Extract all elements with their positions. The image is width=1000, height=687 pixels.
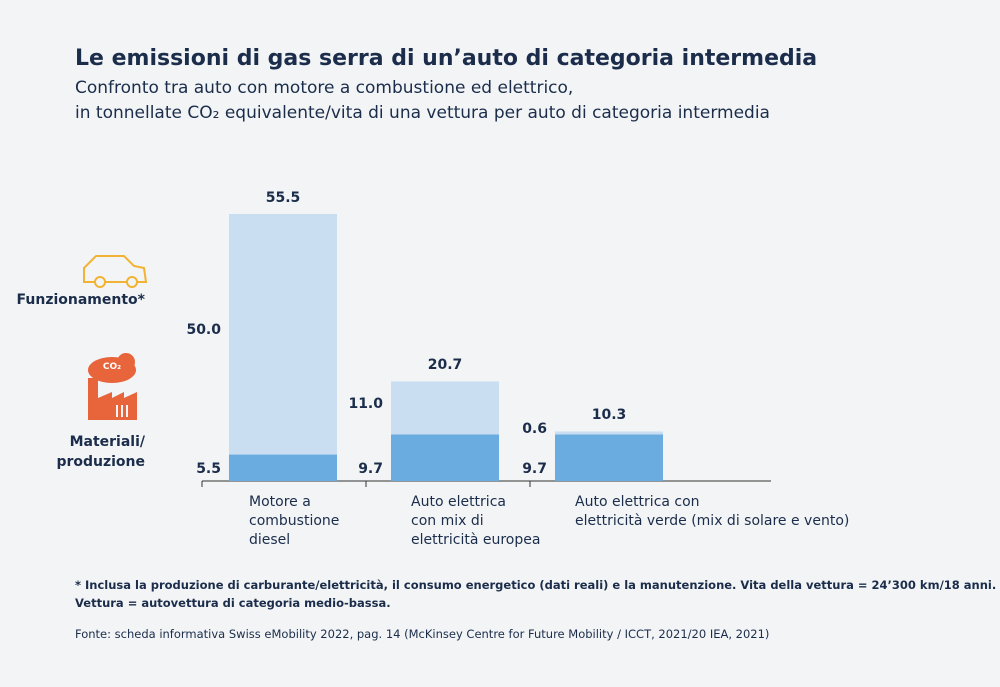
total-label: 55.5 xyxy=(265,190,301,206)
segment-label: 9.7 xyxy=(358,461,383,477)
total-label: 20.7 xyxy=(427,357,463,374)
source: Fonte: scheda informativa Swiss eMobilit… xyxy=(75,627,770,641)
factory-icon xyxy=(88,353,137,420)
bar-segment xyxy=(391,381,499,435)
bar-segment xyxy=(229,214,337,455)
segment-label: 0.6 xyxy=(522,420,547,437)
x-tick-label: Auto elettrica con mix di elettricità eu… xyxy=(411,494,541,548)
bar-segment xyxy=(229,454,337,481)
bar-segment xyxy=(391,434,499,481)
legend-label: Materiali/ produzione xyxy=(56,434,145,470)
footnote: * Inclusa la produzione di carburante/el… xyxy=(75,578,997,610)
segment-label: 50.0 xyxy=(186,322,221,339)
car-icon xyxy=(83,255,148,288)
total-label: 10.3 xyxy=(591,407,627,424)
x-tick-label: Motore a combustione diesel xyxy=(249,494,340,548)
icon-label: CO₂ xyxy=(102,362,122,372)
bar-segment xyxy=(555,434,663,481)
chart-title: Le emissioni di gas serra di un’auto di … xyxy=(75,46,818,71)
segment-label: 5.5 xyxy=(196,461,221,477)
segment-label: 9.7 xyxy=(522,461,547,477)
x-tick-label: Auto elettrica con elettricità verde (mi… xyxy=(575,494,850,529)
bar-segment xyxy=(555,431,663,435)
segment-label: 11.0 xyxy=(348,395,383,412)
chart-subtitle: Confronto tra auto con motore a combusti… xyxy=(75,78,770,123)
legend-label: Funzionamento* xyxy=(16,292,145,308)
